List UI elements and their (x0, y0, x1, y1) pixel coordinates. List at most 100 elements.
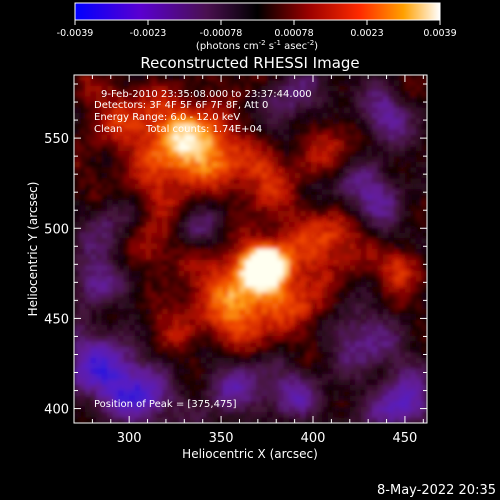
heatmap-cell (333, 314, 340, 321)
heatmap-cell (371, 352, 378, 359)
heatmap-cell (211, 129, 219, 136)
heatmap-cell (250, 183, 257, 190)
heatmap-cell (162, 200, 169, 207)
heatmap-cell (178, 172, 185, 179)
heatmap-cell (300, 374, 307, 381)
heatmap-cell (322, 357, 329, 364)
heatmap-cell (178, 210, 185, 217)
heatmap-cell (300, 210, 307, 217)
heatmap-cell (311, 270, 318, 277)
heatmap-cell (349, 156, 356, 163)
heatmap-cell (217, 379, 224, 386)
heatmap-cell (311, 75, 318, 82)
heatmap-cell (140, 243, 147, 250)
heatmap-cell (404, 297, 412, 304)
heatmap-cell (404, 118, 412, 125)
heatmap-cell (349, 151, 356, 158)
colorbar-tick-label: 0.00078 (274, 28, 313, 39)
heatmap-cell (74, 379, 81, 386)
heatmap-cell (96, 96, 103, 103)
heatmap-cell (123, 346, 130, 353)
heatmap-cell (349, 319, 356, 326)
heatmap-cell (156, 227, 163, 234)
heatmap-cell (156, 140, 163, 147)
heatmap-cell (151, 75, 158, 82)
heatmap-cell (404, 265, 412, 272)
heatmap-cell (327, 129, 334, 136)
heatmap-cell (145, 123, 152, 130)
heatmap-cell (211, 145, 219, 152)
heatmap-cell (228, 401, 235, 408)
heatmap-cell (256, 200, 263, 207)
heatmap-cell (178, 281, 185, 288)
heatmap-cell (189, 341, 196, 348)
heatmap-cell (79, 243, 86, 250)
heatmap-cell (129, 134, 136, 141)
heatmap-cell (140, 194, 147, 201)
heatmap-cell (349, 194, 356, 201)
heatmap-cell (300, 238, 307, 245)
heatmap-cell (112, 270, 119, 277)
heatmap-cell (327, 189, 334, 196)
heatmap-cell (272, 390, 279, 397)
heatmap-cell (244, 85, 252, 92)
heatmap-cell (74, 303, 81, 310)
heatmap-cell (327, 412, 334, 419)
heatmap-cell (244, 346, 252, 353)
heatmap-cell (96, 216, 103, 223)
heatmap-cell (371, 254, 378, 261)
heatmap-cell (123, 303, 130, 310)
heatmap-cell (410, 216, 417, 223)
heatmap-cell (123, 281, 130, 288)
heatmap-cell (107, 216, 114, 223)
heatmap-cell (217, 96, 224, 103)
heatmap-cell (134, 80, 141, 87)
heatmap-cell (278, 363, 285, 370)
heatmap-cell (261, 232, 268, 239)
heatmap-cell (118, 85, 125, 92)
heatmap-cell (211, 346, 219, 353)
heatmap-cell (410, 80, 417, 87)
heatmap-cell (256, 221, 263, 228)
heatmap-cell (173, 325, 180, 332)
heatmap-cell (388, 265, 395, 272)
heatmap-cell (382, 227, 389, 234)
heatmap-cell (272, 406, 279, 413)
heatmap-cell (228, 281, 235, 288)
heatmap-cell (118, 363, 125, 370)
heatmap-cell (261, 205, 268, 212)
heatmap-cell (349, 330, 356, 337)
plot-frame (73, 74, 428, 424)
heatmap-cell (167, 341, 174, 348)
heatmap-cell (283, 205, 290, 212)
heatmap-cell (129, 200, 136, 207)
heatmap-cell (217, 308, 224, 315)
heatmap-cell (211, 91, 219, 98)
heatmap-cell (129, 210, 136, 217)
heatmap-cell (410, 390, 417, 397)
heatmap-cell (344, 232, 351, 239)
heatmap-cell (399, 303, 406, 310)
heatmap-cell (393, 118, 401, 125)
heatmap-cell (272, 178, 279, 185)
heatmap-cell (74, 265, 81, 272)
heatmap-cell (90, 232, 97, 239)
heatmap-cell (256, 341, 263, 348)
heatmap-cell (399, 113, 406, 120)
heatmap-cell (123, 123, 130, 130)
heatmap-cell (250, 412, 257, 419)
heatmap-cell (333, 417, 340, 423)
colorbar-tick-label: -0.00078 (200, 28, 243, 39)
heatmap-cell (366, 80, 373, 87)
heatmap-cell (244, 194, 252, 201)
heatmap-cell (382, 205, 389, 212)
heatmap-cell (300, 412, 307, 419)
heatmap-cell (184, 314, 191, 321)
heatmap-cell (211, 319, 219, 326)
heatmap-cell (118, 379, 125, 386)
heatmap-cell (267, 379, 274, 386)
heatmap-cell (250, 346, 257, 353)
heatmap-cell (85, 341, 92, 348)
heatmap-cell (189, 85, 196, 92)
